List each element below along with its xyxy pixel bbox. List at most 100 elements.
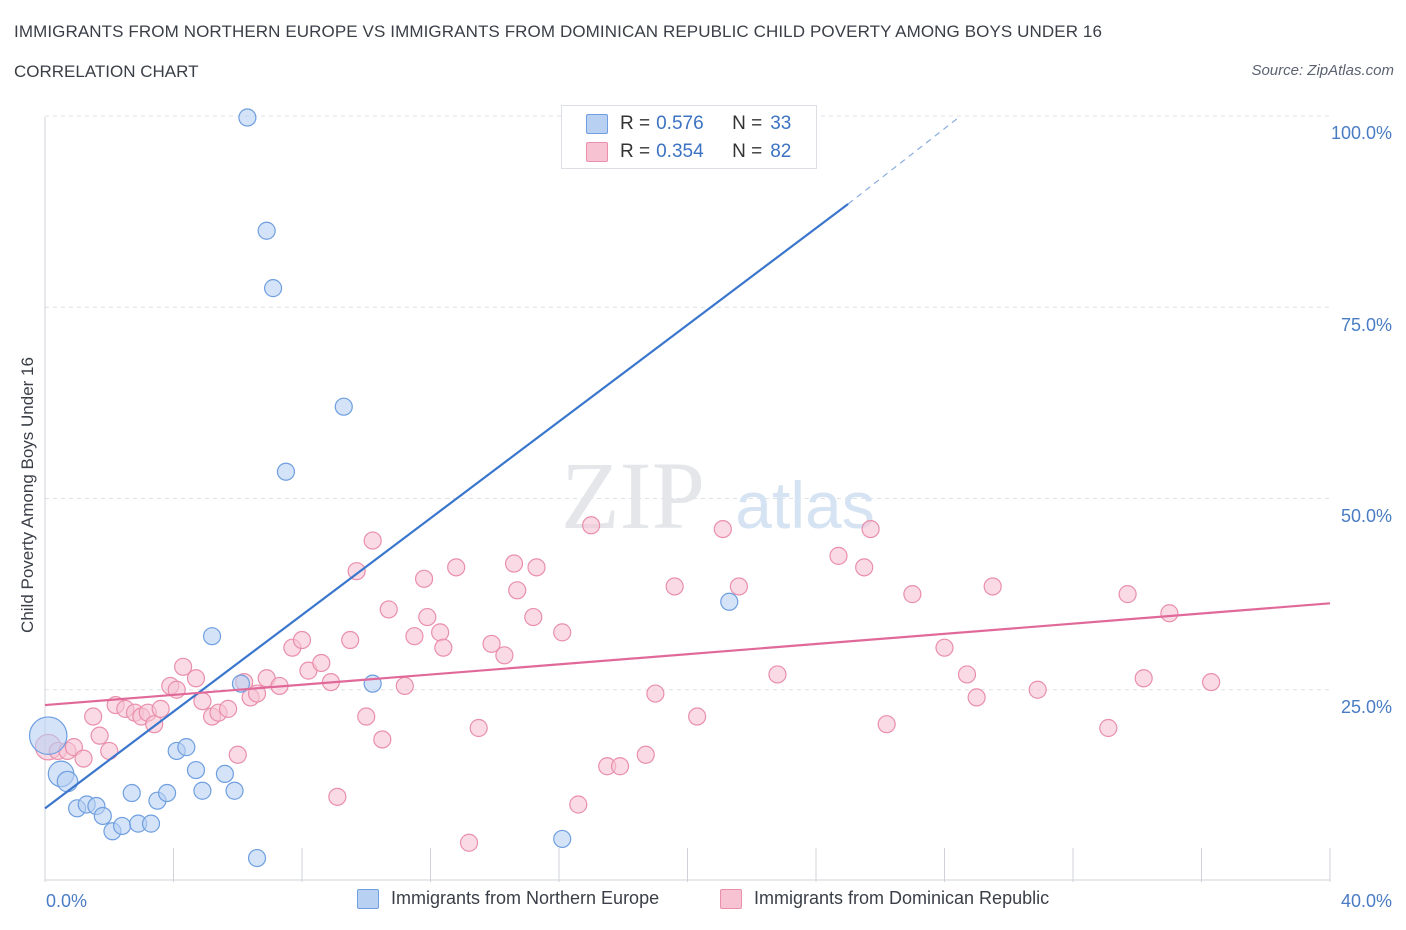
data-point [93, 806, 112, 826]
data-point [122, 783, 141, 803]
data-point [312, 653, 331, 673]
watermark: ZIP atlas [561, 442, 875, 549]
data-point [202, 627, 222, 646]
data-point [720, 592, 739, 611]
legend-r-value: 0.576 [656, 113, 704, 134]
data-point [276, 462, 296, 481]
trendline-northern-europe-extension [847, 115, 961, 205]
y-tick-label-75: 75.0% [1340, 315, 1392, 335]
data-point [495, 646, 514, 665]
data-point [861, 519, 880, 539]
data-point [112, 816, 132, 836]
legend-n-label: N = [732, 141, 763, 162]
legend-r-label: R = [620, 113, 651, 134]
chart-title: IMMIGRANTS FROM NORTHERN EUROPE VS IMMIG… [14, 22, 1103, 41]
data-point [447, 558, 466, 577]
data-point [90, 726, 109, 745]
legend-swatch-pink [586, 142, 608, 162]
data-point [688, 707, 707, 726]
data-point [157, 783, 177, 803]
data-point [1134, 669, 1153, 688]
data-point [610, 757, 630, 776]
data-point [347, 562, 366, 581]
legend-label: Immigrants from Dominican Republic [754, 888, 1050, 908]
data-point [186, 669, 206, 688]
legend-n-value: 33 [770, 113, 792, 134]
x-tick-label-max: 40.0% [1340, 891, 1392, 911]
legend-swatch-pink [720, 888, 742, 909]
watermark-atlas: atlas [735, 468, 874, 542]
legend-n-value: 82 [770, 141, 792, 162]
data-point [174, 657, 193, 676]
data-point [1118, 585, 1137, 604]
data-point [186, 760, 206, 780]
data-point [231, 674, 251, 693]
legend-label: Immigrants from Northern Europe [391, 888, 660, 908]
data-point [405, 627, 424, 646]
data-point [459, 833, 479, 852]
data-point [238, 108, 257, 127]
data-point [957, 665, 977, 684]
data-point [431, 623, 450, 642]
data-point [665, 577, 684, 596]
data-point [434, 638, 453, 657]
data-point [855, 558, 874, 577]
data-point [379, 600, 398, 619]
data-point [967, 688, 986, 707]
data-point [983, 577, 1002, 596]
data-point [527, 558, 546, 577]
y-tick-label-100: 100.0% [1330, 123, 1392, 143]
data-point [877, 715, 896, 734]
data-point [1099, 718, 1118, 738]
data-point [553, 829, 572, 849]
watermark-zip: ZIP [561, 442, 705, 549]
data-point [225, 781, 244, 800]
data-point [582, 516, 601, 535]
bottom-legend-dominican-republic: Immigrants from Dominican Republic [720, 888, 1049, 909]
data-point [713, 519, 732, 539]
trendline-dominican-republic [44, 602, 1331, 707]
data-point [636, 745, 655, 764]
data-point [1160, 604, 1179, 623]
chart-subtitle: CORRELATION CHART [14, 62, 199, 81]
data-point [328, 787, 347, 806]
data-point [363, 531, 382, 550]
y-tick-label-50: 50.0% [1340, 506, 1392, 526]
legend-row-northern-europe: R = 0.576 N = 33 [586, 112, 791, 136]
data-point [553, 623, 572, 642]
legend-r-value: 0.354 [656, 141, 704, 162]
data-point [228, 745, 247, 764]
data-point [729, 577, 749, 596]
data-point [292, 630, 312, 650]
x-tick-label-min: 0.0% [46, 891, 88, 911]
data-point [414, 569, 434, 588]
data-point [141, 814, 161, 833]
data-point [28, 716, 68, 755]
data-point [768, 665, 787, 684]
legend-swatch-blue [586, 114, 608, 134]
data-point [247, 848, 267, 868]
data-point [357, 707, 376, 726]
data-point [569, 795, 588, 814]
data-point [219, 699, 238, 718]
data-point [508, 581, 527, 600]
data-point [903, 585, 922, 604]
data-point [504, 554, 524, 573]
stats-legend: R = 0.576 N = 33 R = 0.354 N = 82 [561, 105, 817, 169]
data-point [1028, 680, 1047, 699]
data-point [482, 634, 501, 653]
data-point [1202, 672, 1221, 692]
data-point [646, 684, 665, 703]
data-point [151, 699, 170, 718]
data-point [257, 221, 276, 240]
data-point [334, 397, 353, 416]
data-point [395, 676, 414, 696]
data-point [177, 738, 196, 757]
legend-row-dominican-republic: R = 0.354 N = 82 [586, 140, 791, 164]
data-point [418, 607, 437, 627]
legend-n-label: N = [732, 113, 763, 134]
bottom-legend-northern-europe: Immigrants from Northern Europe [357, 888, 659, 909]
data-point [829, 546, 848, 565]
data-point [373, 730, 392, 749]
source-credit: Source: ZipAtlas.com [1251, 62, 1394, 79]
